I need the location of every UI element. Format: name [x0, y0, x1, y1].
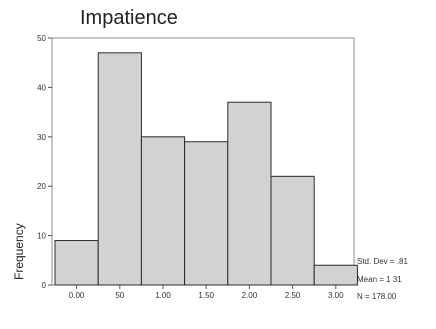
- x-tick-label-6: 3.00: [328, 291, 344, 300]
- y-tick-label-4: 40: [37, 83, 46, 92]
- x-tick-label-5: 2.50: [285, 291, 301, 300]
- y-tick-label-3: 30: [37, 133, 46, 142]
- bar-6: [313, 264, 358, 286]
- y-tick-label-1: 10: [37, 232, 46, 241]
- x-tick-label-2: 1.00: [155, 291, 171, 300]
- y-axis-label: Frequency: [12, 223, 26, 280]
- x-axis: 0.00 50 1.00 1.50 2.00 2.50 3.00: [69, 285, 344, 300]
- bars-group: [54, 52, 358, 286]
- bar-5: [270, 175, 315, 286]
- stat-std-dev: Std. Dev = .81: [357, 257, 408, 266]
- x-tick-label-1: 50: [115, 291, 124, 300]
- x-tick-label-3: 1.50: [198, 291, 214, 300]
- chart-title: Impatience: [80, 7, 178, 29]
- stat-n: N = 178.00: [357, 292, 397, 301]
- y-axis: 0 10 20 30 40 50: [37, 34, 52, 290]
- bar-0: [54, 240, 99, 286]
- stat-mean: Mean = 1 31: [357, 275, 402, 284]
- bar-1: [97, 52, 142, 286]
- y-tick-label-2: 20: [37, 182, 46, 191]
- bar-2: [140, 136, 186, 286]
- bar-4: [227, 101, 272, 286]
- x-tick-label-0: 0.00: [69, 291, 85, 300]
- y-tick-label-5: 50: [37, 34, 46, 43]
- x-tick-label-4: 2.00: [242, 291, 258, 300]
- y-tick-label-0: 0: [42, 281, 47, 290]
- bar-3: [184, 141, 229, 286]
